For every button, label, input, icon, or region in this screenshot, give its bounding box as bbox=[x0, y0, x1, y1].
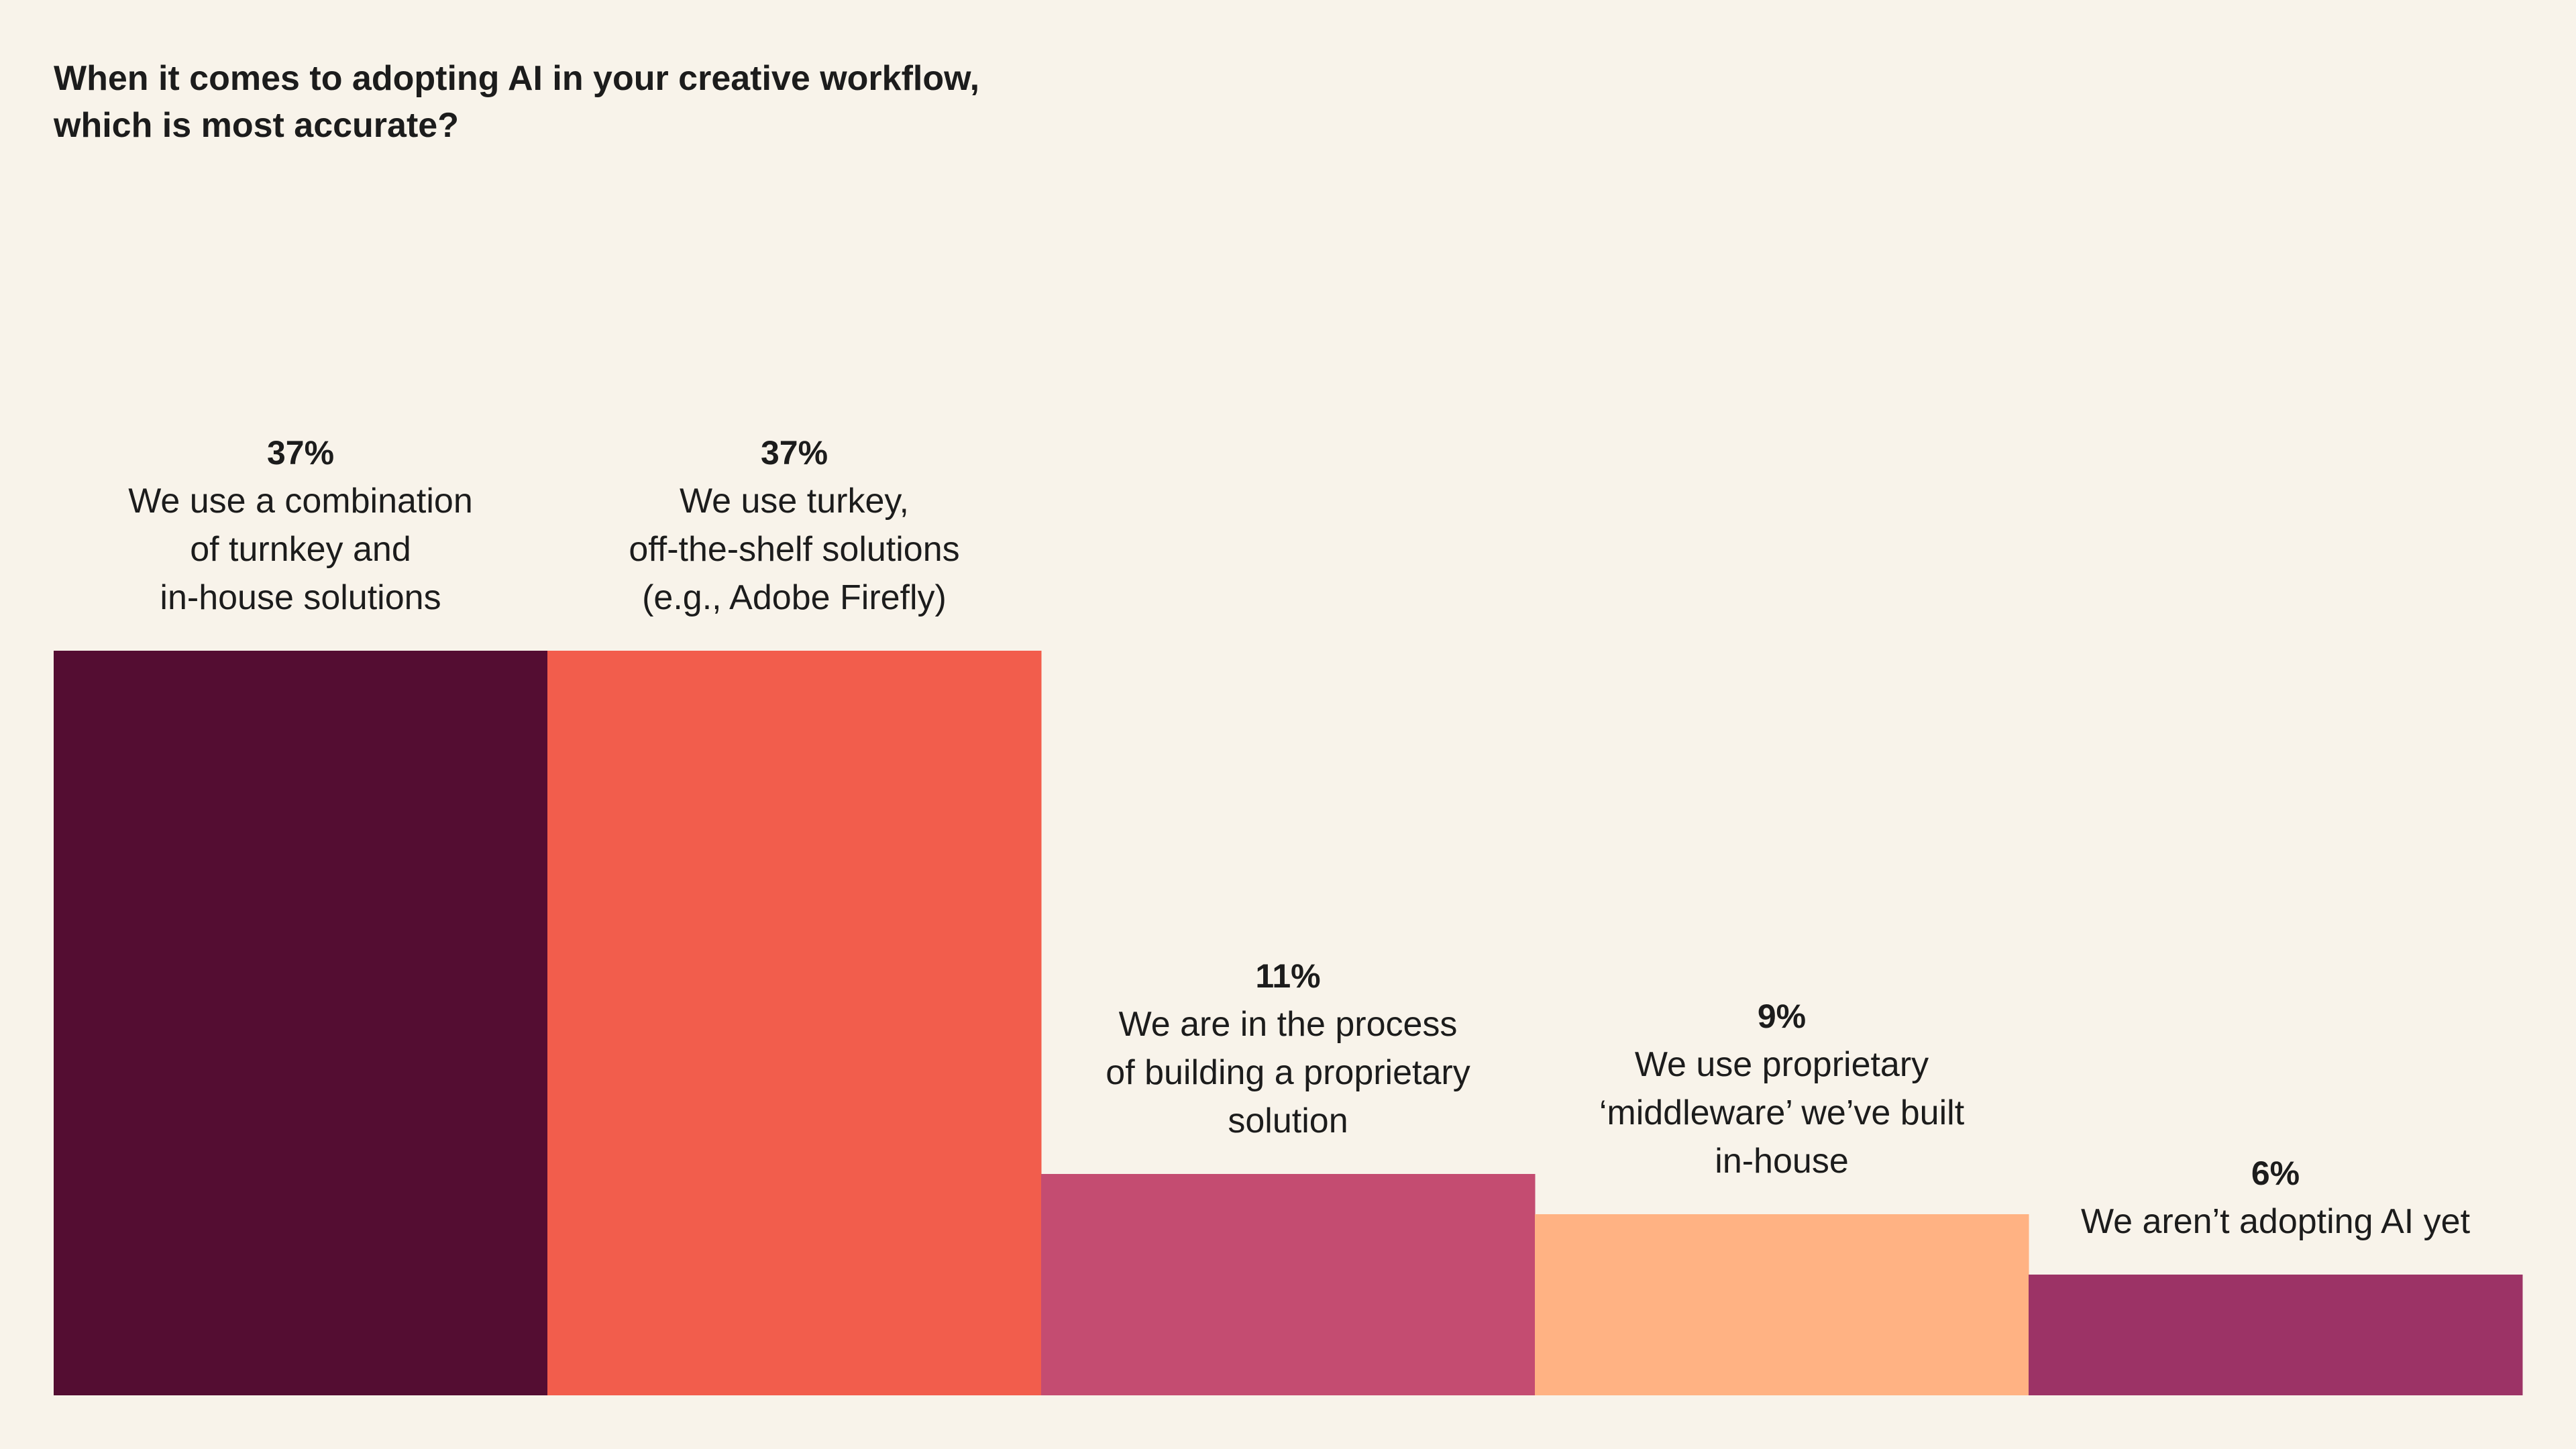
bar-3-value-label: 11% bbox=[1255, 957, 1320, 995]
chart-title-line-2: which is most accurate? bbox=[54, 106, 459, 145]
bar-3-category-label-line-1: We are in the process bbox=[1119, 1005, 1458, 1044]
bar-2-value-label: 37% bbox=[761, 434, 828, 472]
bar-4 bbox=[1535, 1214, 2029, 1395]
bar-4-category-label-line-3: in-house bbox=[1715, 1142, 1848, 1181]
bar-3-category-label-line-2: of building a proprietary bbox=[1106, 1053, 1470, 1092]
bar-5 bbox=[2029, 1275, 2523, 1395]
bar-1 bbox=[54, 651, 548, 1395]
bar-5-value-label: 6% bbox=[2251, 1155, 2300, 1192]
bar-1-category-label-line-1: We use a combination bbox=[128, 482, 473, 521]
bar-4-category-label-line-2: ‘middleware’ we’ve built bbox=[1599, 1093, 1965, 1132]
bar-4-value-label: 9% bbox=[1758, 998, 1806, 1035]
bar-5-category-label-line-1: We aren’t adopting AI yet bbox=[2081, 1202, 2471, 1241]
bar-2-category-label-line-2: off-the-shelf solutions bbox=[629, 530, 959, 569]
bar-4-category-label-line-1: We use proprietary bbox=[1635, 1045, 1929, 1084]
bar-3-category-label-line-3: solution bbox=[1228, 1102, 1348, 1140]
chart-title: When it comes to adopting AI in your cre… bbox=[54, 55, 1127, 149]
bar-3 bbox=[1041, 1174, 1536, 1395]
bar-2-category-label-line-1: We use turkey, bbox=[680, 482, 909, 521]
bar-1-category-label-line-3: in-house solutions bbox=[160, 578, 441, 617]
bar-1-value-label: 37% bbox=[267, 434, 334, 472]
bar-1-category-label-line-2: of turnkey and bbox=[190, 530, 411, 569]
bar-2-category-label-line-3: (e.g., Adobe Firefly) bbox=[642, 578, 947, 617]
bar-2 bbox=[547, 651, 1042, 1395]
chart-title-line-1: When it comes to adopting AI in your cre… bbox=[54, 59, 980, 98]
